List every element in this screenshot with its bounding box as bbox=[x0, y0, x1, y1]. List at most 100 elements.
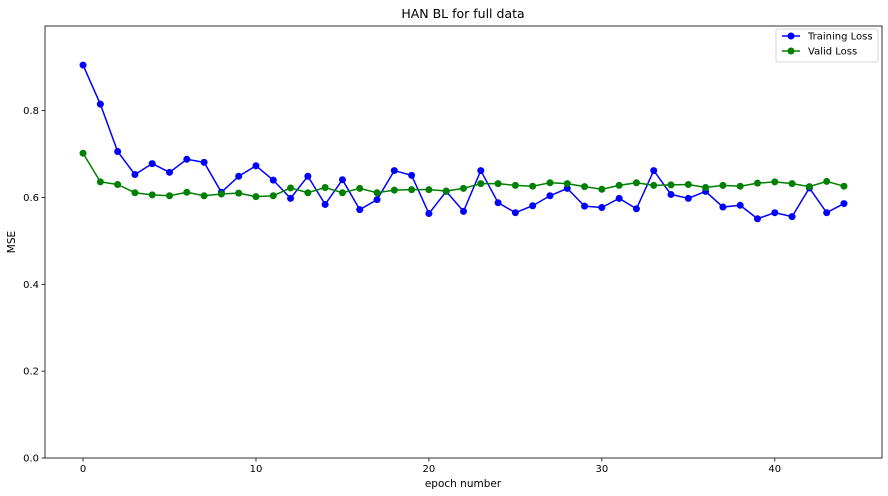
point-valid-loss bbox=[217, 190, 225, 198]
point-valid-loss bbox=[96, 178, 104, 186]
point-valid-loss bbox=[615, 181, 623, 189]
y-axis: 0.0 0.2 0.4 0.6 0.8 bbox=[23, 106, 45, 465]
point-valid-loss bbox=[702, 184, 710, 192]
point-training-loss bbox=[753, 215, 761, 223]
series-layer bbox=[79, 61, 848, 223]
x-axis: 0 10 20 30 40 bbox=[80, 458, 781, 475]
point-training-loss bbox=[840, 200, 848, 208]
point-training-loss bbox=[183, 155, 191, 163]
legend-marker-valid bbox=[787, 47, 795, 55]
point-valid-loss bbox=[667, 181, 675, 189]
y-tick-label: 0.0 bbox=[23, 454, 39, 465]
point-valid-loss bbox=[200, 192, 208, 200]
point-valid-loss bbox=[477, 180, 485, 188]
point-valid-loss bbox=[650, 181, 658, 189]
legend-label-training: Training Loss bbox=[807, 32, 873, 43]
point-valid-loss bbox=[166, 192, 174, 200]
axes-frame bbox=[44, 25, 883, 459]
point-training-loss bbox=[200, 158, 208, 166]
point-valid-loss bbox=[338, 189, 346, 197]
point-training-loss bbox=[356, 206, 364, 214]
point-training-loss bbox=[304, 172, 312, 180]
y-tick-label: 0.6 bbox=[23, 193, 39, 204]
point-training-loss bbox=[511, 209, 519, 217]
point-training-loss bbox=[166, 168, 174, 176]
point-training-loss bbox=[287, 194, 295, 202]
point-valid-loss bbox=[304, 189, 312, 197]
point-valid-loss bbox=[460, 184, 467, 192]
point-training-loss bbox=[823, 209, 831, 217]
point-valid-loss bbox=[442, 187, 450, 195]
point-training-loss bbox=[719, 203, 727, 211]
point-training-loss bbox=[667, 190, 675, 198]
x-tick-label: 0 bbox=[80, 464, 86, 475]
y-tick-label: 0.8 bbox=[23, 106, 39, 117]
point-training-loss bbox=[252, 162, 260, 170]
y-axis-label: MSE bbox=[6, 231, 18, 253]
point-valid-loss bbox=[183, 188, 191, 196]
x-tick-label: 10 bbox=[250, 464, 263, 475]
point-valid-loss bbox=[148, 191, 156, 199]
point-training-loss bbox=[131, 170, 139, 178]
point-valid-loss bbox=[823, 177, 831, 185]
point-training-loss bbox=[546, 192, 554, 200]
point-valid-loss bbox=[425, 186, 433, 194]
point-valid-loss bbox=[494, 180, 502, 188]
point-training-loss bbox=[494, 199, 502, 207]
point-valid-loss bbox=[356, 184, 364, 192]
point-valid-loss bbox=[753, 179, 761, 187]
point-valid-loss bbox=[598, 185, 606, 193]
x-tick-label: 40 bbox=[768, 464, 781, 475]
point-valid-loss bbox=[581, 183, 589, 191]
point-training-loss bbox=[477, 167, 485, 175]
point-training-loss bbox=[771, 209, 779, 217]
point-training-loss bbox=[736, 201, 744, 209]
point-valid-loss bbox=[771, 178, 779, 186]
point-training-loss bbox=[529, 202, 537, 210]
point-valid-loss bbox=[321, 184, 329, 192]
point-training-loss bbox=[615, 194, 623, 202]
legend-label-valid: Valid Loss bbox=[808, 47, 857, 58]
x-tick-label: 20 bbox=[423, 464, 436, 475]
point-training-loss bbox=[321, 200, 329, 208]
y-tick-label: 0.4 bbox=[23, 280, 39, 291]
legend-box bbox=[775, 28, 879, 63]
point-training-loss bbox=[684, 194, 692, 202]
point-training-loss bbox=[598, 203, 606, 211]
point-training-loss bbox=[269, 176, 277, 184]
point-valid-loss bbox=[563, 180, 571, 188]
point-training-loss bbox=[788, 213, 796, 221]
point-training-loss bbox=[408, 171, 416, 179]
point-training-loss bbox=[96, 100, 104, 108]
point-training-loss bbox=[425, 210, 433, 218]
point-valid-loss bbox=[131, 189, 139, 197]
point-valid-loss bbox=[235, 189, 243, 197]
point-valid-loss bbox=[719, 181, 727, 189]
x-tick-label: 30 bbox=[595, 464, 608, 475]
legend-marker-training bbox=[787, 32, 795, 40]
x-axis-label: epoch number bbox=[425, 478, 502, 490]
point-valid-loss bbox=[632, 179, 640, 187]
point-valid-loss bbox=[736, 182, 744, 190]
plot-area bbox=[44, 25, 883, 459]
point-training-loss bbox=[373, 196, 381, 204]
point-training-loss bbox=[650, 167, 658, 175]
point-training-loss bbox=[632, 205, 640, 213]
point-valid-loss bbox=[684, 180, 692, 188]
point-valid-loss bbox=[373, 189, 381, 197]
point-valid-loss bbox=[788, 180, 796, 188]
point-valid-loss bbox=[546, 179, 554, 187]
point-valid-loss bbox=[287, 184, 295, 192]
point-training-loss bbox=[460, 207, 467, 215]
point-training-loss bbox=[235, 172, 243, 180]
point-valid-loss bbox=[269, 192, 277, 200]
point-training-loss bbox=[148, 160, 156, 168]
point-training-loss bbox=[390, 167, 398, 175]
point-valid-loss bbox=[114, 180, 122, 188]
point-valid-loss bbox=[79, 149, 87, 157]
y-tick-label: 0.2 bbox=[23, 367, 39, 378]
point-training-loss bbox=[338, 176, 346, 184]
chart-title: HAN BL for full data bbox=[401, 6, 524, 21]
point-valid-loss bbox=[805, 183, 813, 191]
